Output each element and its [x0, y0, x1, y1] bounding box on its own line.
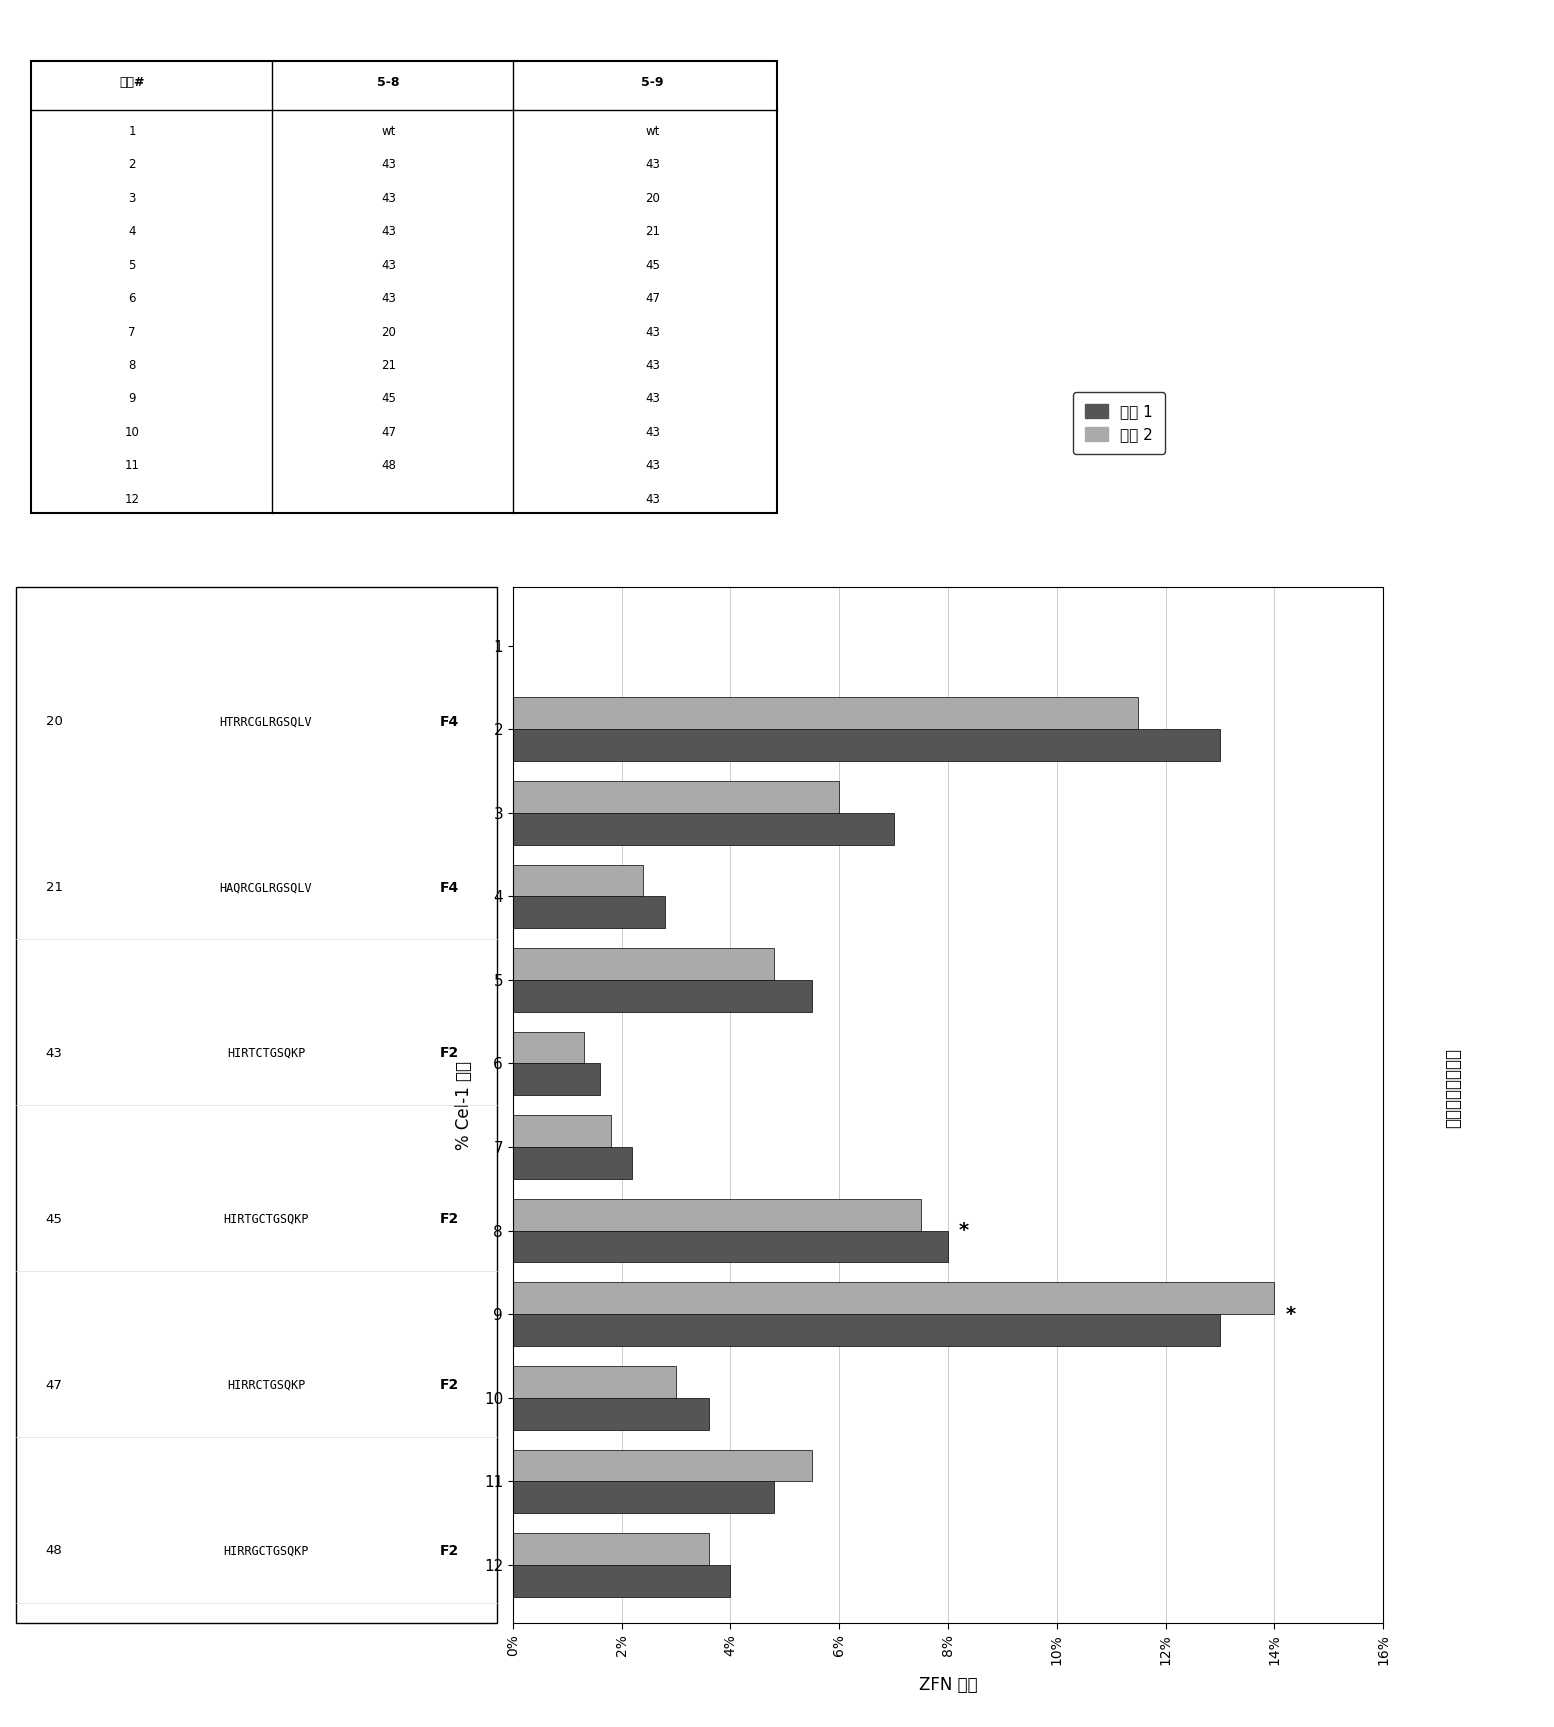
- Text: 43: 43: [381, 192, 396, 204]
- Text: 45: 45: [645, 259, 660, 271]
- Text: 1: 1: [129, 124, 135, 138]
- Bar: [513, 1283, 1274, 1314]
- Bar: [513, 948, 774, 979]
- Text: 45: 45: [381, 392, 396, 406]
- X-axis label: ZFN 变体: ZFN 变体: [918, 1675, 977, 1694]
- Text: HIRRGCTGSQKP: HIRRGCTGSQKP: [224, 1544, 309, 1558]
- Bar: [513, 1116, 611, 1147]
- Text: 10: 10: [124, 427, 140, 439]
- Bar: [513, 1449, 813, 1482]
- Text: HAQRCGLRGSQLV: HAQRCGLRGSQLV: [219, 881, 312, 895]
- Bar: [513, 729, 1220, 762]
- Text: 43: 43: [645, 359, 660, 371]
- Text: 43: 43: [645, 492, 660, 506]
- Text: 5-9: 5-9: [642, 76, 664, 88]
- Text: wt: wt: [381, 124, 396, 138]
- Bar: [513, 1314, 1220, 1345]
- Text: HIRTGCTGSQKP: HIRTGCTGSQKP: [224, 1212, 309, 1226]
- Text: 43: 43: [381, 159, 396, 171]
- Text: 43: 43: [645, 459, 660, 473]
- Text: HIRRCTGSQKP: HIRRCTGSQKP: [227, 1378, 305, 1392]
- Text: 21: 21: [45, 881, 62, 895]
- Bar: [513, 1199, 920, 1231]
- Text: F2: F2: [440, 1544, 458, 1558]
- Bar: [513, 813, 894, 845]
- Text: HIRTCTGSQKP: HIRTCTGSQKP: [227, 1047, 305, 1060]
- Text: 43: 43: [645, 427, 660, 439]
- Bar: [513, 865, 643, 896]
- Text: 样品#: 样品#: [120, 76, 145, 88]
- Bar: [513, 1565, 730, 1597]
- Text: 48: 48: [381, 459, 396, 473]
- Bar: [513, 1397, 709, 1430]
- Bar: [513, 1482, 774, 1513]
- Text: 9: 9: [129, 392, 135, 406]
- Text: F4: F4: [440, 881, 458, 895]
- Text: F4: F4: [440, 715, 458, 729]
- Y-axis label: % Cel-1 活性: % Cel-1 活性: [455, 1060, 472, 1150]
- Text: 43: 43: [381, 259, 396, 271]
- Text: 5: 5: [129, 259, 135, 271]
- Text: 20: 20: [381, 325, 396, 338]
- Bar: [513, 698, 1139, 729]
- Text: wt: wt: [645, 124, 660, 138]
- Text: 43: 43: [381, 292, 396, 306]
- Text: 7: 7: [129, 325, 135, 338]
- Bar: [513, 781, 839, 813]
- Text: 2: 2: [129, 159, 135, 171]
- Text: 47: 47: [381, 427, 396, 439]
- Text: 由于泳道中的噪音: 由于泳道中的噪音: [1444, 1048, 1462, 1128]
- Text: 3: 3: [129, 192, 135, 204]
- Text: 21: 21: [645, 225, 660, 238]
- Text: 43: 43: [45, 1047, 62, 1060]
- Text: 20: 20: [45, 715, 62, 729]
- Text: 43: 43: [645, 392, 660, 406]
- Text: HTRRCGLRGSQLV: HTRRCGLRGSQLV: [219, 715, 312, 729]
- Text: 47: 47: [645, 292, 660, 306]
- Text: 43: 43: [381, 225, 396, 238]
- Bar: [513, 1064, 600, 1095]
- Text: *: *: [959, 1221, 970, 1240]
- Text: 20: 20: [645, 192, 660, 204]
- Text: 43: 43: [645, 325, 660, 338]
- Text: 4: 4: [129, 225, 135, 238]
- Text: 43: 43: [645, 159, 660, 171]
- Bar: [513, 1231, 948, 1262]
- Bar: [513, 1534, 709, 1565]
- Text: 45: 45: [45, 1212, 62, 1226]
- Bar: [513, 979, 813, 1012]
- Text: 47: 47: [45, 1378, 62, 1392]
- Text: 11: 11: [124, 459, 140, 473]
- Bar: [513, 1147, 632, 1180]
- Text: 6: 6: [129, 292, 135, 306]
- Text: *: *: [1285, 1304, 1296, 1323]
- Bar: [513, 1366, 676, 1397]
- Text: 8: 8: [129, 359, 135, 371]
- Bar: [513, 896, 665, 927]
- Legend: 实施 1, 实验 2: 实施 1, 实验 2: [1072, 392, 1166, 454]
- Bar: [513, 1031, 584, 1064]
- Text: 12: 12: [124, 492, 140, 506]
- Text: 21: 21: [381, 359, 396, 371]
- Text: F2: F2: [440, 1047, 458, 1060]
- Text: F2: F2: [440, 1378, 458, 1392]
- Text: 5-8: 5-8: [378, 76, 399, 88]
- Text: 48: 48: [45, 1544, 62, 1558]
- Text: F2: F2: [440, 1212, 458, 1226]
